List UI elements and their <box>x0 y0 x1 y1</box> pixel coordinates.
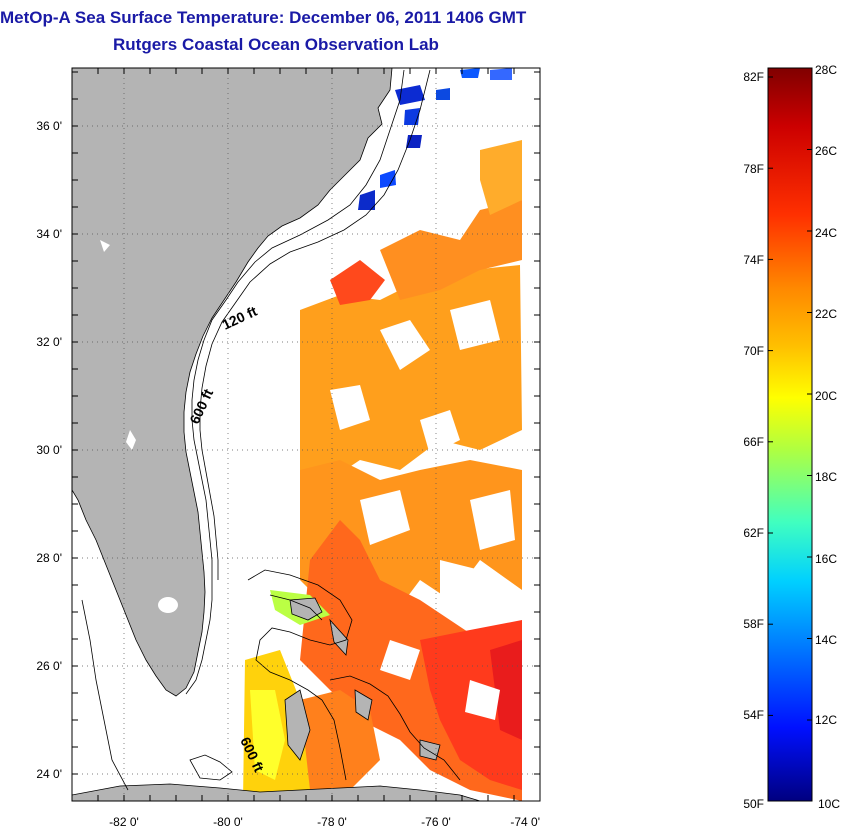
x-tick-label: -82 0' <box>109 815 139 829</box>
colorbar-label-f: 82F <box>743 70 764 84</box>
colorbar-label-f: 62F <box>743 526 764 540</box>
colorbar-label-c: 18C <box>815 470 837 484</box>
map-title: MetOp-A Sea Surface Temperature: Decembe… <box>0 8 527 27</box>
colorbar-label-c: 26C <box>815 144 837 158</box>
colorbar-label-f: 58F <box>743 617 764 631</box>
colorbar-scale <box>767 67 813 802</box>
colorbar-label-c: 24C <box>815 226 837 240</box>
sst-data-layer <box>243 68 522 801</box>
colorbar-label-c: 14C <box>815 633 837 647</box>
y-tick-label: 32 0' <box>36 335 62 349</box>
colorbar-label-c: 20C <box>815 389 837 403</box>
y-tick-label: 36 0' <box>36 119 62 133</box>
y-tick-label: 24 0' <box>36 767 62 781</box>
colorbar-label-c: 12C <box>815 713 837 727</box>
y-tick-label: 34 0' <box>36 227 62 241</box>
depth-contours <box>81 69 461 791</box>
colorbar-label-c: 16C <box>815 552 837 566</box>
map-panel: 120 ft 600 ft 600 ft <box>72 68 540 801</box>
colorbar-label-c: 10C <box>818 797 840 811</box>
axis-labels: -82 0' -80 0' -78 0' -76 0' -74 0' 36 0'… <box>36 119 540 829</box>
colorbar-label-c: 28C <box>815 63 837 77</box>
y-tick-label: 28 0' <box>36 551 62 565</box>
colorbar-label-f: 50F <box>743 797 764 811</box>
colorbar-label-f: 78F <box>743 162 764 176</box>
x-tick-label: -74 0' <box>510 815 540 829</box>
colorbar-label-f: 70F <box>743 344 764 358</box>
x-tick-label: -76 0' <box>421 815 451 829</box>
map-grid <box>72 68 540 801</box>
colorbar-label-f: 66F <box>743 435 764 449</box>
colorbar-label-f: 74F <box>743 253 764 267</box>
x-tick-label: -78 0' <box>317 815 347 829</box>
y-tick-label: 26 0' <box>36 659 62 673</box>
colorbar-label-c: 22C <box>815 307 837 321</box>
colorbar: 82F 78F 74F 70F 66F 62F 58F 54F 50F 28C … <box>743 63 840 811</box>
land-cuba <box>72 783 481 801</box>
map-ticks <box>71 68 541 802</box>
y-tick-label: 30 0' <box>36 443 62 457</box>
colorbar-label-f: 54F <box>743 708 764 722</box>
map-subtitle: Rutgers Coastal Ocean Observation Lab <box>113 35 439 54</box>
x-tick-label: -80 0' <box>213 815 243 829</box>
land-us-coast <box>72 68 393 697</box>
